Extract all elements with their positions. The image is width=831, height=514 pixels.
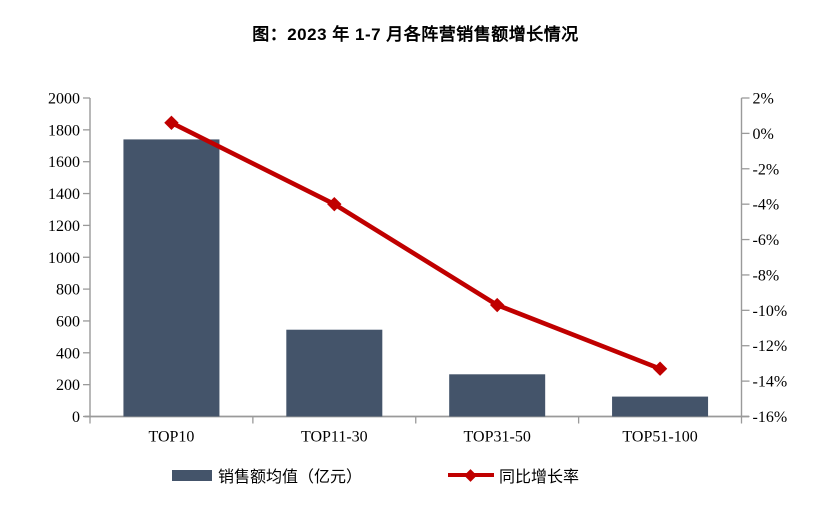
right-axis-tick-label: -4%	[753, 197, 780, 214]
line-series-swatch	[448, 468, 495, 482]
right-axis-tick-label: -10%	[753, 303, 788, 320]
right-axis-tick-label: -6%	[753, 232, 780, 249]
chart-title: 图：2023 年 1-7 月各阵营销售额增长情况	[252, 25, 579, 44]
legend-label-bar-series: 销售额均值（亿元）	[218, 469, 363, 486]
x-axis-ticks	[89, 416, 743, 424]
bar-series-swatch	[172, 469, 212, 481]
right-axis-tick-label: -16%	[753, 409, 788, 426]
right-axis-tick-label: 2%	[753, 91, 774, 108]
left-axis-tick-label: 1200	[48, 218, 80, 235]
left-axis-tick-label: 0	[72, 409, 80, 426]
legend-item-bar-series: 销售额均值（亿元）	[172, 463, 362, 487]
line-marker-TOP11-30	[327, 196, 342, 212]
legend-item-line-series: 同比增长率	[448, 463, 579, 487]
right-axis-tick-label: -14%	[753, 374, 788, 391]
left-axis-tick-label: 1600	[48, 154, 80, 171]
bar-TOP10	[123, 139, 220, 417]
left-axis-tick-label: 800	[56, 282, 80, 299]
left-axis: 0 200 400 600 800 1000 1200 1400 1600 1800 2000	[48, 91, 90, 426]
category-label: TOP51-100	[622, 429, 697, 446]
left-axis-tick-label: 1400	[48, 186, 80, 203]
growth-line	[169, 120, 663, 372]
line-marker-TOP51-100	[652, 361, 668, 376]
category-labels: TOP10 TOP11-30 TOP31-50 TOP51-100	[148, 429, 697, 446]
bar-series	[123, 139, 709, 417]
left-axis-tick-label: 1800	[48, 122, 80, 139]
line-series	[164, 115, 668, 376]
diamond-marker-icon	[464, 468, 477, 482]
line-marker-TOP31-50	[489, 297, 505, 313]
left-axis-tick-label: 1000	[48, 250, 80, 267]
right-axis-tick-label: 0%	[753, 126, 774, 143]
bar-TOP51-100	[612, 396, 709, 417]
right-axis-tick-label: -2%	[753, 161, 780, 178]
right-axis-tick-label: -12%	[753, 338, 788, 355]
left-axis-tick-label: 200	[56, 377, 80, 394]
category-label: TOP10	[148, 429, 194, 446]
line-marker-TOP10	[164, 115, 179, 130]
bar-TOP31-50	[449, 374, 546, 417]
legend-label-line-series: 同比增长率	[499, 469, 580, 486]
category-label: TOP31-50	[464, 429, 531, 446]
left-axis-tick-label: 400	[56, 345, 80, 362]
bar-TOP11-30	[286, 329, 383, 417]
right-axis-tick-label: -8%	[753, 267, 780, 284]
category-label: TOP11-30	[301, 429, 368, 446]
left-axis-tick-label: 600	[56, 313, 80, 330]
chart-legend: 销售额均值（亿元） 同比增长率	[172, 463, 579, 487]
right-axis: 2% 0% -2% -4% -6% -8% -10% -12% -14% -16%	[741, 91, 788, 426]
left-axis-tick-label: 2000	[48, 91, 80, 108]
